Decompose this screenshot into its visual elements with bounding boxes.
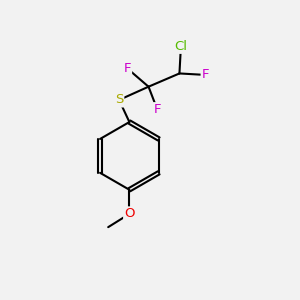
Text: F: F [124,62,131,75]
Text: O: O [124,207,135,220]
Text: Cl: Cl [174,40,188,53]
Text: F: F [202,68,209,81]
Text: S: S [115,93,123,106]
Text: F: F [154,103,161,116]
